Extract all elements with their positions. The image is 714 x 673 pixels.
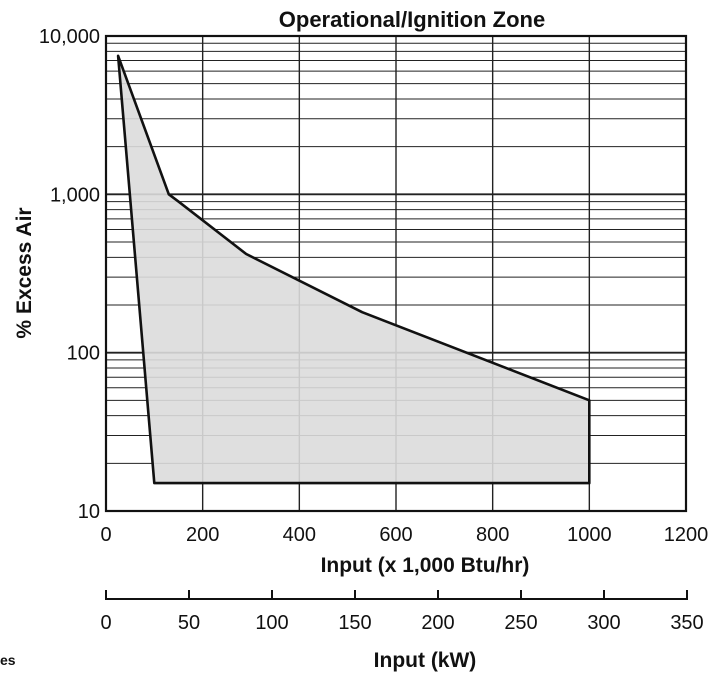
x-tick-label: 200 (186, 524, 219, 546)
x-tick-label: 400 (283, 524, 316, 546)
x-axis-label: Input (x 1,000 Btu/hr) (321, 554, 530, 577)
x-tick-label: 0 (100, 524, 111, 546)
y-axis-label: % Excess Air (13, 207, 36, 338)
x2-tick-label: 100 (255, 612, 288, 634)
x-tick-label: 1200 (664, 524, 709, 546)
y-tick-label: 10,000 (39, 26, 100, 48)
x2-tick-label: 150 (338, 612, 371, 634)
chart-title: Operational/Ignition Zone (279, 7, 545, 32)
x2-axis-label: Input (kW) (374, 649, 477, 672)
x2-tick-label: 200 (421, 612, 454, 634)
x2-tick-label: 50 (178, 612, 200, 634)
y-tick-label: 10 (78, 501, 100, 523)
y-tick-label: 1,000 (50, 184, 100, 206)
secondary-x-axis: 0 50 100 150 200 250 300 350 (100, 590, 704, 634)
x2-tick-label: 300 (587, 612, 620, 634)
x-tick-label: 800 (476, 524, 509, 546)
plot-frame (104, 34, 688, 513)
y-tick-label: 100 (67, 343, 100, 365)
x2-tick-label: 350 (670, 612, 703, 634)
x-tick-label: 600 (379, 524, 412, 546)
x2-tick-label: 0 (100, 612, 111, 634)
y-axis-ticks: 10 100 1,000 10,000 (39, 26, 100, 523)
x-axis-ticks: 0 200 400 600 800 1000 1200 (100, 524, 708, 546)
x2-tick-label: 250 (504, 612, 537, 634)
footer-fragment: es (0, 652, 16, 668)
x-tick-label: 1000 (567, 524, 612, 546)
operational-ignition-zone-area (116, 54, 591, 485)
